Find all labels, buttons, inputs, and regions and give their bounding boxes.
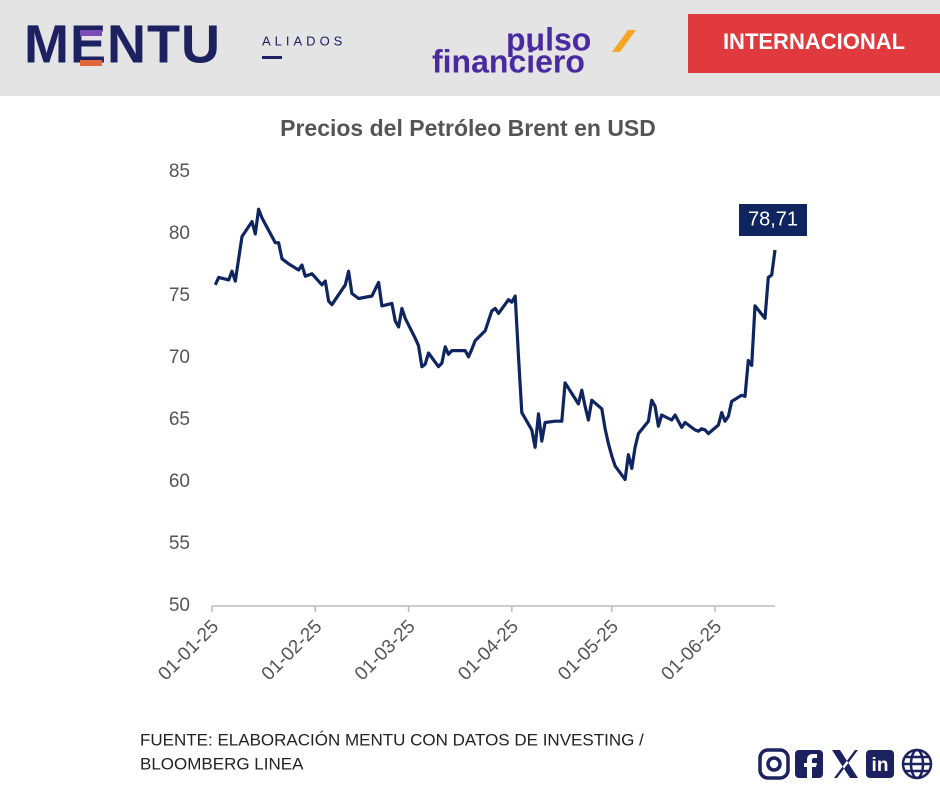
instagram-lens: [766, 756, 782, 772]
web-icon[interactable]: [901, 748, 933, 780]
brand-accent: [80, 60, 102, 66]
brand-accent: [80, 30, 102, 36]
section-label: INTERNACIONAL: [723, 29, 905, 54]
x-tick-label: 01-01-25: [154, 616, 223, 685]
y-tick-label: 85: [169, 161, 190, 182]
price-line: [213, 207, 777, 482]
logo-line: pulso: [506, 21, 591, 57]
y-tick-label: 50: [169, 595, 190, 616]
x-tick-label: 01-04-25: [454, 616, 523, 685]
y-tick-label: 75: [169, 285, 190, 306]
chart: 50 55 60 65 70 75 80 85 01-01-25 01-02-25 01-03-25…: [154, 161, 807, 685]
x-icon[interactable]: [832, 750, 858, 778]
y-tick-label: 65: [169, 409, 190, 430]
linkedin-glyph: in: [872, 755, 889, 776]
brand-tag: ALIADOS: [262, 33, 346, 48]
value-label: 78,71: [748, 208, 798, 230]
y-tick-label: 80: [169, 223, 190, 244]
x-tick-label: 01-03-25: [351, 616, 420, 685]
source-line: FUENTE: ELABORACIÓN MENTU CON DATOS DE I…: [140, 730, 644, 749]
chart-title: Precios del Petróleo Brent en USD: [280, 115, 656, 141]
logo-line: financiero: [432, 43, 585, 79]
instagram-icon[interactable]: [758, 748, 790, 780]
linkedin-icon[interactable]: [866, 750, 894, 778]
x-tick-label: 01-05-25: [554, 616, 623, 685]
facebook-glyph: [804, 754, 817, 778]
y-tick-label: 60: [169, 471, 190, 492]
source-line: BLOOMBERG LINEA: [140, 754, 304, 773]
social-icons: in: [758, 748, 933, 780]
x-tick-label: 01-06-25: [657, 616, 726, 685]
x-tick-label: 01-02-25: [258, 616, 327, 685]
brand-tag-rule: [262, 56, 282, 59]
value-label-box: [739, 203, 807, 236]
y-tick-label: 55: [169, 533, 190, 554]
brand: MENTU: [24, 14, 221, 74]
y-tick-label: 70: [169, 347, 190, 368]
logo-slash: [612, 30, 636, 52]
section-box: [688, 14, 940, 73]
